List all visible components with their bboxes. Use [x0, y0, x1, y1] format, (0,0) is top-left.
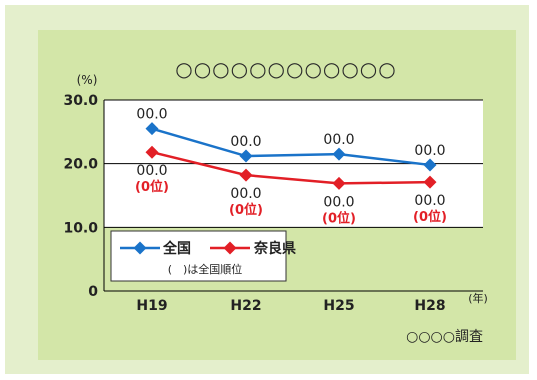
x-tick-label: H25: [323, 298, 354, 314]
legend: 全国 奈良県 ( )は全国順位: [110, 230, 296, 282]
legend-marker-national: [133, 241, 147, 255]
rank-label-nara: (0位): [413, 209, 447, 225]
series-marker: [423, 158, 437, 172]
series-marker: [145, 122, 159, 136]
data-label-nara: 00.0: [230, 186, 261, 202]
x-tick-label: H28: [414, 298, 445, 314]
y-tick-label: 10.0: [63, 220, 98, 236]
y-tick-label: 20.0: [63, 157, 98, 173]
data-label-nara: 00.0: [323, 194, 354, 210]
data-label-national: 00.0: [230, 134, 261, 150]
legend-note: ( )は全国順位: [168, 262, 243, 276]
x-axis-ticks: H19 H22 H25 H28: [136, 298, 445, 314]
series-marker: [239, 168, 253, 182]
legend-label-national: 全国: [162, 240, 191, 257]
source-label: ○○○○調査: [406, 329, 483, 345]
y-tick-label: 30.0: [63, 93, 98, 109]
series-line: [151, 150, 431, 185]
data-label-national: 00.0: [414, 143, 445, 159]
legend-label-nara: 奈良県: [253, 240, 296, 257]
legend-box: [110, 230, 287, 282]
series-line: [151, 127, 431, 167]
y-axis-unit-label: (%): [77, 73, 98, 87]
series-marker: [239, 149, 253, 163]
data-label-national: 00.0: [136, 107, 167, 123]
series-marker: [332, 176, 346, 190]
x-tick-label: H19: [136, 298, 167, 314]
data-label-nara: 00.0: [414, 193, 445, 209]
series-marker: [145, 145, 159, 159]
data-label-national: 00.0: [323, 132, 354, 148]
legend-marker-nara: [223, 241, 237, 255]
series-marker: [423, 175, 437, 189]
y-tick-label: 0: [88, 284, 98, 300]
rank-label-nara: (0位): [322, 210, 356, 226]
rank-label-nara: (0位): [229, 202, 263, 218]
data-label-nara: 00.0: [136, 163, 167, 179]
series-group: 00.000.0 00.000.000.0(0位) 00.0(0位)00.0(0位)…: [135, 107, 447, 227]
x-tick-label: H22: [230, 298, 261, 314]
series-marker: [332, 147, 346, 161]
chart-title: ○○○○○○○○○○○○: [175, 57, 396, 81]
rank-label-nara: (0位): [135, 179, 169, 195]
x-axis-unit-label: (年): [468, 291, 488, 305]
y-axis-ticks: 0 10.0 20.0 30.0: [63, 93, 98, 300]
